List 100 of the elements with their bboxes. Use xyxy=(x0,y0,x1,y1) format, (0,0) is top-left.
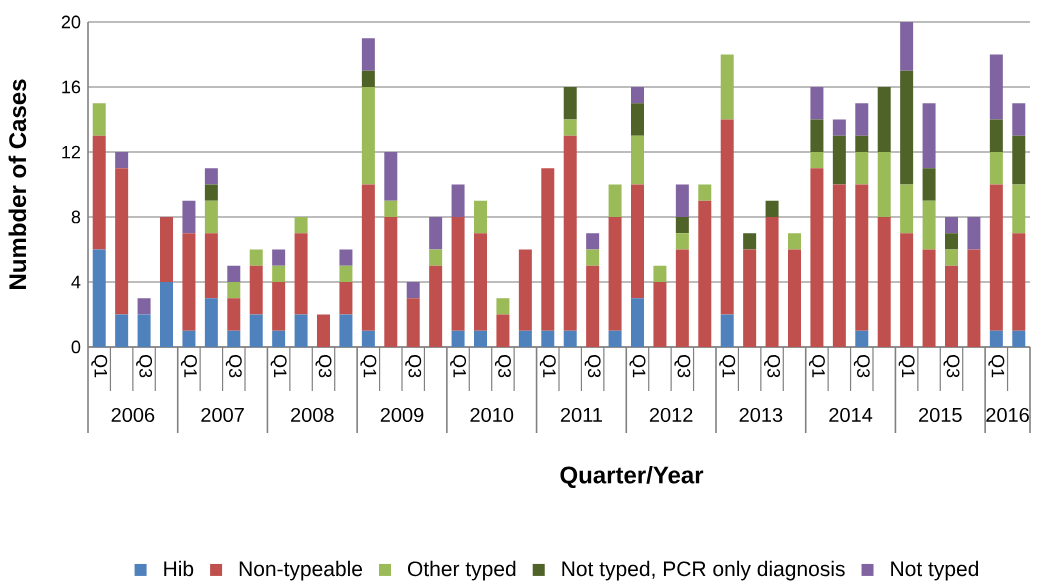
x-tick-label: Q1 xyxy=(629,354,646,378)
bar xyxy=(944,265,958,347)
bar xyxy=(877,216,891,347)
bar xyxy=(922,168,936,201)
text: 2007 xyxy=(201,407,244,423)
bar xyxy=(272,249,286,266)
bar xyxy=(294,314,308,347)
bar xyxy=(451,184,465,217)
x-axis-title: Quarter/Year xyxy=(560,465,704,489)
bar xyxy=(563,330,577,347)
bar xyxy=(1012,184,1026,234)
bar xyxy=(877,86,891,152)
x-tick-label: Q3 xyxy=(225,354,242,378)
bar xyxy=(474,200,487,234)
text: 2008 xyxy=(291,407,334,423)
bar xyxy=(989,119,1003,152)
bar xyxy=(967,216,981,250)
x-tick-label: Q3 xyxy=(943,354,960,378)
y-axis-title: Numbder of Cases xyxy=(8,79,27,289)
x-tick-label: Q3 xyxy=(584,354,601,378)
legend-label: Not typed, PCR only diagnosis xyxy=(562,560,845,581)
bar xyxy=(429,249,443,266)
bar xyxy=(653,281,667,347)
bar xyxy=(563,86,577,120)
text: 2011 xyxy=(560,407,602,423)
bar xyxy=(204,168,218,185)
bar xyxy=(855,151,869,185)
bar xyxy=(294,233,308,315)
bar xyxy=(1012,103,1026,136)
y-tick-label: 16 xyxy=(62,80,81,94)
bar xyxy=(406,298,420,347)
bar xyxy=(1012,330,1026,347)
text: 2010 xyxy=(470,407,514,423)
bar xyxy=(810,151,824,169)
bar xyxy=(922,103,936,169)
bar xyxy=(406,281,420,299)
x-tick-label: Q1 xyxy=(808,354,825,378)
bar xyxy=(631,103,644,136)
bar xyxy=(518,330,532,347)
bar xyxy=(496,298,510,315)
bar xyxy=(204,233,218,299)
bar xyxy=(249,314,263,347)
legend-label: Non-typeable xyxy=(239,560,363,581)
bar xyxy=(474,330,487,347)
bar xyxy=(294,216,308,234)
bar xyxy=(832,119,846,136)
bar xyxy=(631,86,644,104)
bar xyxy=(137,298,151,315)
bar xyxy=(541,330,555,347)
bar xyxy=(182,233,196,331)
bar xyxy=(204,200,218,234)
bar xyxy=(855,135,869,152)
bar xyxy=(317,314,330,347)
bar xyxy=(900,184,914,234)
bar xyxy=(922,249,936,347)
text: 2015 xyxy=(919,407,962,423)
text: 2009 xyxy=(380,407,424,423)
bar xyxy=(518,249,532,331)
bar xyxy=(451,216,465,331)
bar xyxy=(361,86,375,185)
bar xyxy=(1012,233,1026,331)
bar xyxy=(339,249,353,266)
bar xyxy=(137,314,151,347)
bar xyxy=(608,330,622,347)
bar xyxy=(429,265,443,347)
bar xyxy=(967,249,981,347)
bar xyxy=(944,249,958,266)
bar xyxy=(92,103,106,136)
bar xyxy=(675,233,689,250)
y-tick-label: 0 xyxy=(71,340,81,354)
bar xyxy=(384,151,398,201)
bar xyxy=(608,184,622,217)
bar xyxy=(900,70,914,185)
text: 2014 xyxy=(829,407,873,423)
bar xyxy=(204,184,218,201)
bar xyxy=(361,184,375,331)
legend-label: Not typed xyxy=(891,560,979,581)
bar xyxy=(272,265,286,282)
x-tick-label: Q3 xyxy=(674,354,691,378)
bar xyxy=(989,330,1003,347)
bar xyxy=(720,119,734,315)
y-tick-label: 4 xyxy=(71,275,81,289)
bar xyxy=(361,330,375,347)
x-tick-label: Q1 xyxy=(180,354,197,378)
bar xyxy=(675,216,689,234)
bar xyxy=(787,233,801,250)
bar xyxy=(182,200,196,234)
bar xyxy=(92,249,106,347)
bar xyxy=(563,119,577,136)
bar xyxy=(720,314,734,347)
bar xyxy=(810,119,824,152)
bar xyxy=(160,281,173,347)
bar xyxy=(989,54,1003,120)
x-tick-label: Q1 xyxy=(719,354,736,378)
y-tick-label: 20 xyxy=(61,15,81,29)
bar xyxy=(227,281,241,299)
legend-label: Hib xyxy=(164,560,194,577)
bar xyxy=(720,54,734,120)
bar xyxy=(272,330,286,347)
x-tick-label: Q3 xyxy=(853,354,870,378)
